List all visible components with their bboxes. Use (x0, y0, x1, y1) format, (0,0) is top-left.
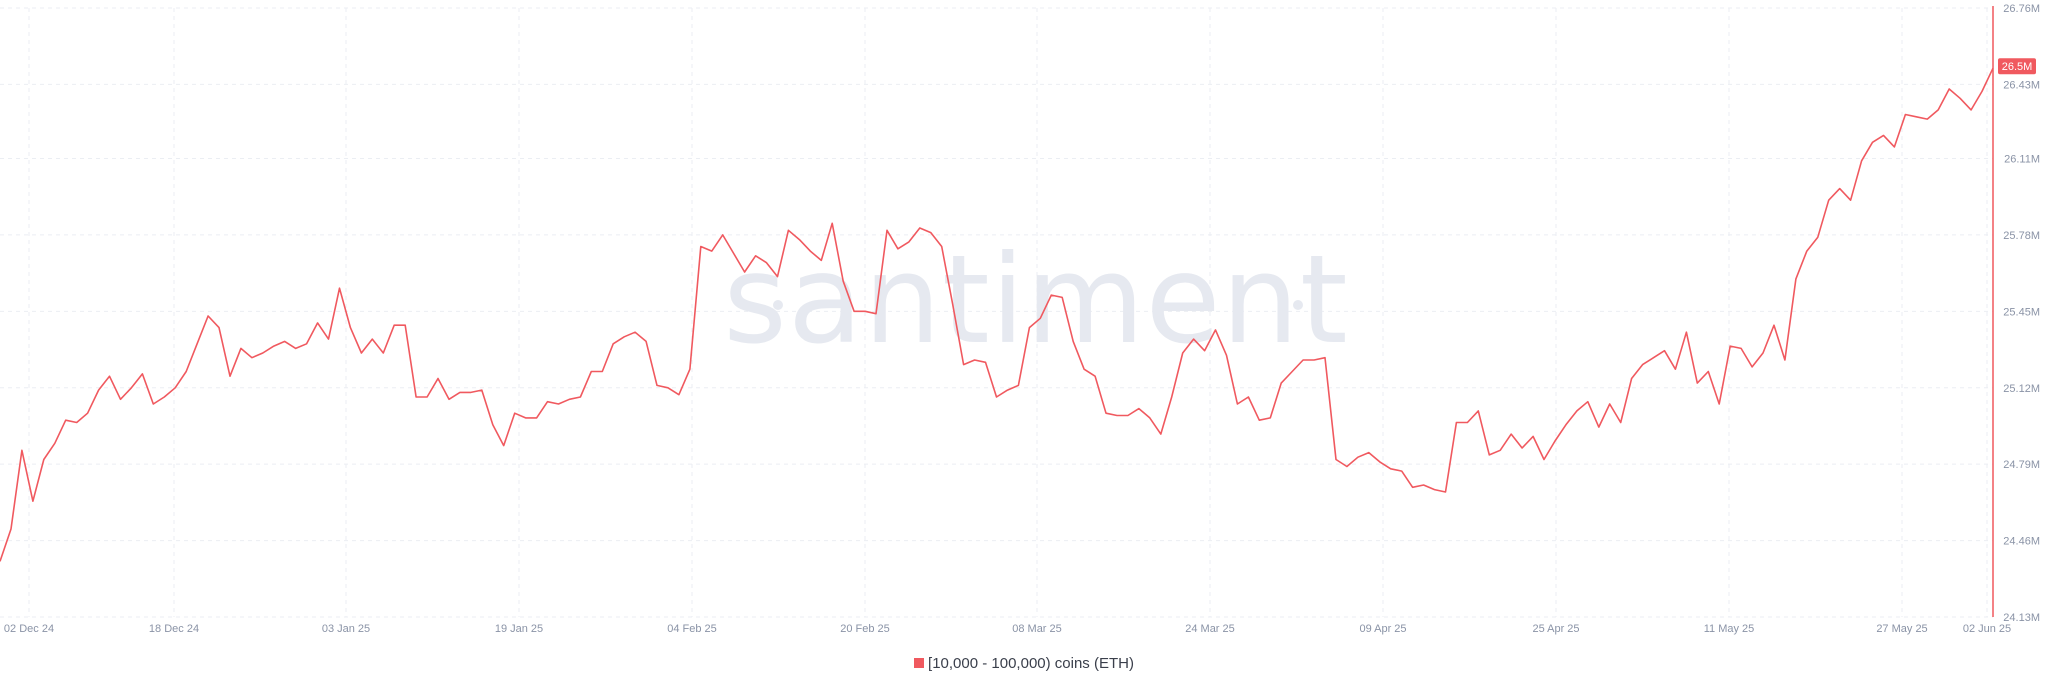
grid (0, 7, 1993, 618)
x-tick-label: 09 Apr 25 (1359, 623, 1406, 635)
watermark-dots (773, 300, 1303, 310)
y-tick-label: 24.46M (2003, 536, 2040, 548)
legend-label: [10,000 - 100,000) coins (ETH) (928, 655, 1134, 672)
legend-swatch (914, 658, 925, 668)
x-tick-label: 18 Dec 24 (149, 623, 199, 635)
last-value-badge[interactable]: 26.5M (1998, 58, 2036, 75)
x-tick-label: 04 Feb 25 (667, 623, 717, 635)
x-tick-label: 03 Jan 25 (322, 623, 370, 635)
watermark-dot (1293, 300, 1303, 310)
x-tick-label: 11 May 25 (1704, 623, 1755, 635)
y-tick-label: 25.12M (2003, 383, 2040, 395)
x-tick-label: 24 Mar 25 (1185, 623, 1235, 635)
y-tick-label: 24.79M (2003, 459, 2040, 471)
watermark-dot (773, 300, 783, 310)
x-tick-label: 02 Dec 24 (4, 623, 54, 635)
y-tick-label: 25.45M (2003, 306, 2040, 318)
x-tick-label: 02 Jun 25 (1963, 623, 2011, 635)
legend[interactable]: [10,000 - 100,000) coins (ETH) (0, 655, 2048, 672)
x-tick-label: 08 Mar 25 (1012, 623, 1062, 635)
last-value-badge-bg (1998, 58, 2036, 75)
y-tick-label: 26.43M (2003, 79, 2040, 91)
series-line[interactable] (0, 67, 1994, 562)
y-axis: 24.13M 24.46M 24.79M 25.12M 25.45M 25.78M 26.1… (1992, 3, 2040, 624)
x-axis: 02 Dec 24 18 Dec 24 03 Jan 25 19 Jan 25 04 F… (4, 623, 2011, 635)
y-tick-label: 24.13M (2003, 612, 2040, 624)
x-tick-label: 20 Feb 25 (840, 623, 890, 635)
santiment-watermark: santiment (723, 229, 1348, 371)
x-tick-label: 25 Apr 25 (1532, 623, 1579, 635)
y-tick-label: 26.76M (2003, 3, 2040, 15)
y-tick-label: 25.78M (2003, 230, 2040, 242)
series-layer (0, 67, 1994, 562)
x-tick-label: 27 May 25 (1876, 623, 1927, 635)
x-tick-label: 19 Jan 25 (495, 623, 543, 635)
last-value-label: 26.5M (2002, 61, 2033, 73)
y-tick-label: 26.11M (2004, 154, 2040, 166)
